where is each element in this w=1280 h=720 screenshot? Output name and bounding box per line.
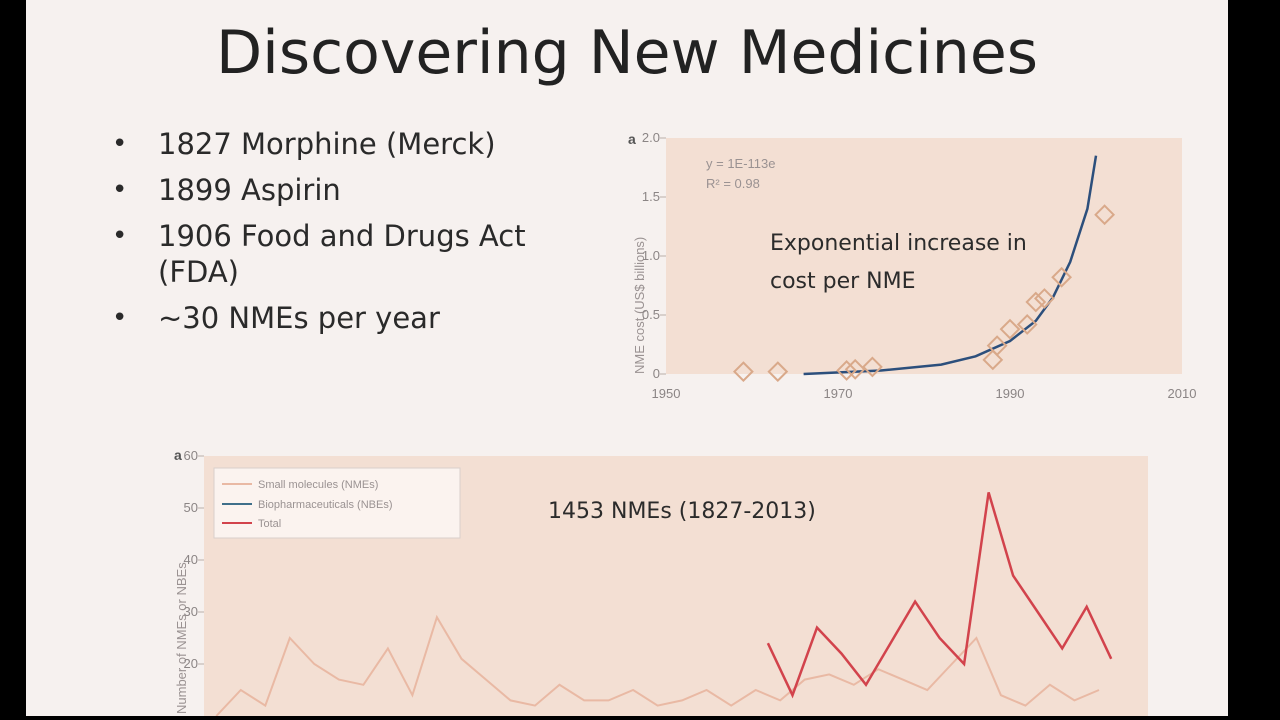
bullet-text: 1899 Aspirin [158,173,341,207]
bullet-text: 1906 Food and Drugs Act (FDA) [158,219,526,289]
x-tick-label: 2010 [1168,386,1197,401]
bullet-dot: • [112,221,128,251]
data-point [836,360,858,381]
data-point [1033,288,1055,309]
annotation: 1453 NMEs (1827-2013) [548,499,816,524]
data-point [1016,314,1038,335]
data-point [767,361,789,383]
nme-cost-chart: a NME cost (US$ billions) y = 1E-113e R²… [628,130,1197,401]
panel-label: a [174,447,182,463]
legend-label: Biopharmaceuticals (NBEs) [258,499,393,511]
nme-count-chart: a Number of NMEs or NBEs 20 30 40 50 60 Smal… [174,447,1148,716]
data-point [1025,291,1047,313]
series-line-small-molecules [215,614,1100,716]
x-tick-label: 1990 [996,386,1025,401]
y-tick-label: 30 [184,604,198,619]
slide: Discovering New Medicines • 1827 Morphine… [26,0,1228,716]
data-point [999,318,1021,340]
fit-curve [803,155,1098,376]
plot-background [666,138,1182,374]
panel-label: a [628,131,636,147]
y-tick-label: 0 [653,366,660,381]
bullet-item: • 1906 Food and Drugs Act (FDA) [110,218,538,290]
annotation-line-2: cost per NME [770,269,916,294]
bullet-dot: • [112,129,128,159]
y-tick-label: 0.5 [642,307,660,322]
bullet-dot: • [112,303,128,333]
y-tick-label: 60 [184,448,198,463]
legend-box [213,467,461,539]
bullet-item: • 1827 Morphine (Merck) [110,126,538,162]
bullet-item: • ~30 NMEs per year [110,300,538,336]
r-squared: R² = 0.98 [706,176,760,191]
data-point [861,356,883,378]
y-axis-label: NME cost (US$ billions) [632,237,647,374]
y-tick-label: 50 [184,500,198,515]
data-point [732,361,754,383]
bullet-item: • 1899 Aspirin [110,172,538,208]
data-point [982,349,1004,371]
legend-label: Total [258,518,281,530]
bullet-list: • 1827 Morphine (Merck) • 1899 Aspirin • 19… [110,126,538,346]
y-tick-label: 20 [184,656,198,671]
x-tick-label: 1950 [652,386,681,401]
y-tick-label: 1.5 [642,189,660,204]
y-tick-label: 40 [184,552,198,567]
data-point [986,335,1008,357]
data-point [1051,266,1073,288]
data-point [844,358,866,380]
legend-label: Small molecules (NMEs) [258,479,378,491]
x-tick-label: 1970 [824,386,853,401]
fit-equation: y = 1E-113e [706,156,776,171]
y-tick-label: 2.0 [642,130,660,145]
bullet-text: 1827 Morphine (Merck) [158,127,496,161]
annotation-line-1: Exponential increase in [770,231,1027,256]
bullet-text: ~30 NMEs per year [158,301,440,335]
bullet-dot: • [112,175,128,205]
y-axis-label: Number of NMEs or NBEs [174,562,189,714]
data-point [1094,204,1116,226]
slide-title: Discovering New Medicines [215,18,1038,88]
y-tick-label: 1.0 [642,248,660,263]
series-line-total [766,492,1113,699]
